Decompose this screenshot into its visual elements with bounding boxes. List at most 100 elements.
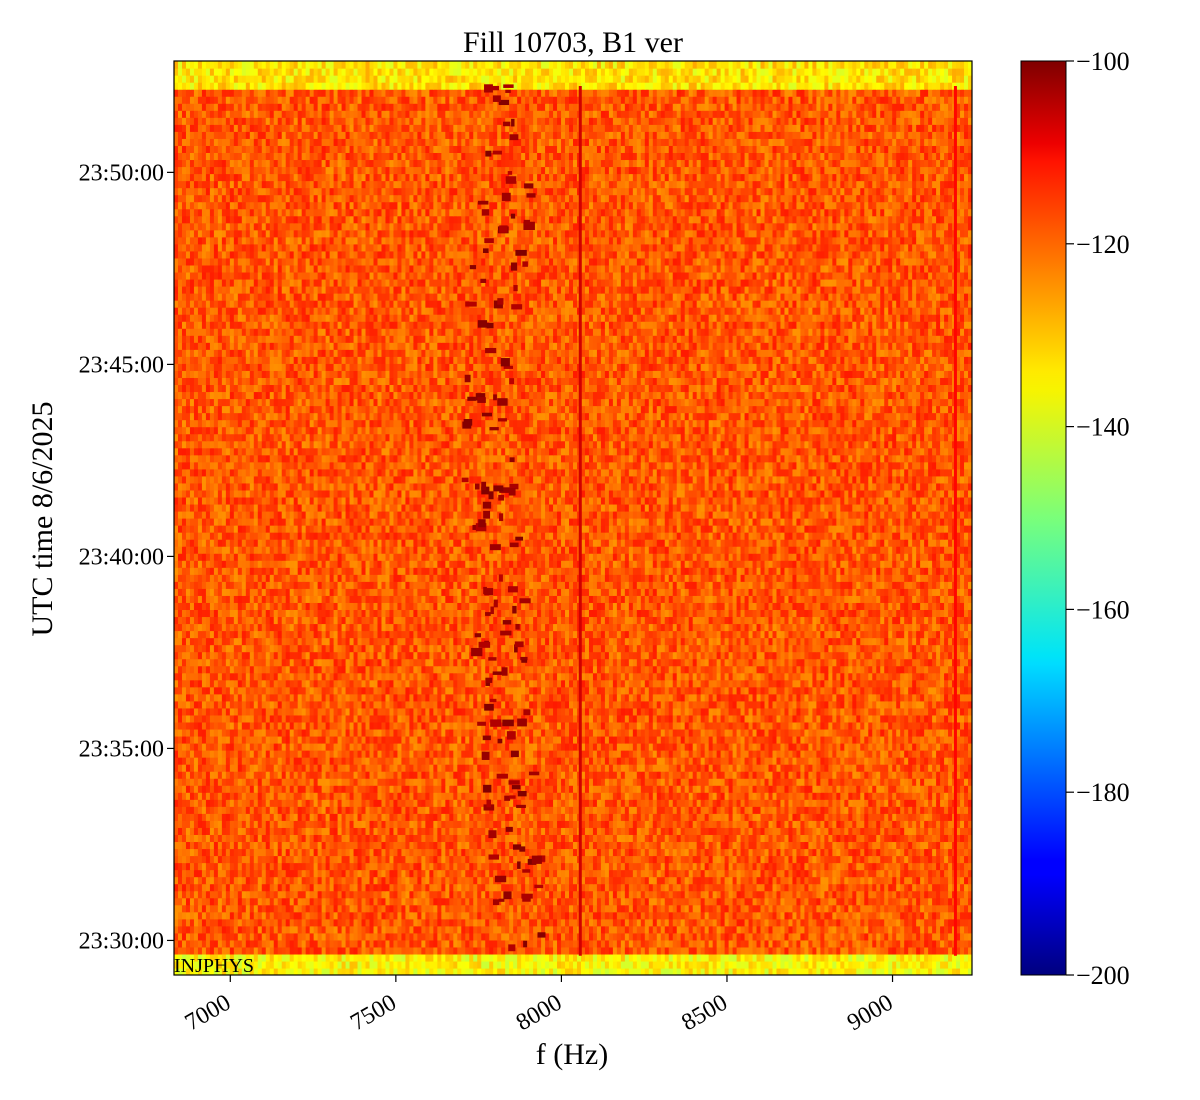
heatmap-cell xyxy=(421,926,426,934)
heatmap-cell xyxy=(824,848,829,856)
heatmap-cell xyxy=(589,820,594,828)
heatmap-cell xyxy=(589,933,594,941)
heatmap-cell xyxy=(318,841,323,849)
heatmap-cell xyxy=(262,827,267,835)
heatmap-cell xyxy=(896,933,901,941)
heatmap-cell xyxy=(182,834,187,842)
heatmap-cell xyxy=(852,799,857,807)
heatmap-cell xyxy=(705,799,710,807)
heatmap-cell xyxy=(334,834,339,842)
heatmap-cell xyxy=(828,863,833,871)
heatmap-cell xyxy=(717,863,722,871)
heatmap-cell xyxy=(469,884,474,892)
heatmap-cell xyxy=(800,926,805,934)
heatmap-cell xyxy=(318,940,323,948)
heatmap-cell xyxy=(701,912,706,920)
heatmap-cell xyxy=(226,863,231,871)
heatmap-cell xyxy=(725,919,730,927)
heatmap-cell xyxy=(649,877,654,885)
heatmap-cell xyxy=(904,806,909,814)
heatmap-cell xyxy=(358,806,363,814)
heatmap-cell xyxy=(776,905,781,913)
heatmap-cell xyxy=(342,834,347,842)
heatmap-cell xyxy=(769,834,774,842)
heatmap-cell xyxy=(469,961,474,969)
heatmap-cell xyxy=(828,954,833,962)
heatmap-cell xyxy=(745,820,750,828)
heatmap-cell xyxy=(362,912,367,920)
heatmap-cell xyxy=(194,919,199,927)
heatmap-cell xyxy=(330,954,335,962)
heatmap-cell xyxy=(541,848,546,856)
heatmap-cell xyxy=(354,834,359,842)
heatmap-cell xyxy=(908,919,913,927)
heatmap-cell xyxy=(585,848,590,856)
heatmap-cell xyxy=(342,870,347,878)
heatmap-cell xyxy=(677,863,682,871)
heatmap-cell xyxy=(437,919,442,927)
heatmap-cell xyxy=(792,891,797,899)
heatmap-cell xyxy=(677,827,682,835)
heatmap-cell xyxy=(844,806,849,814)
heatmap-cell xyxy=(689,954,694,962)
heatmap-cell xyxy=(629,848,634,856)
heatmap-cell xyxy=(457,799,462,807)
heatmap-cell xyxy=(545,820,550,828)
heatmap-cell xyxy=(541,940,546,948)
heatmap-cell xyxy=(202,898,207,906)
heatmap-cell xyxy=(342,961,347,969)
heatmap-cell xyxy=(573,877,578,885)
heatmap-cell xyxy=(477,926,482,934)
heatmap-cell xyxy=(872,884,877,892)
heatmap-cell xyxy=(852,870,857,878)
heatmap-cell xyxy=(597,891,602,899)
heatmap-cell xyxy=(230,898,235,906)
heatmap-cell xyxy=(908,827,913,835)
heatmap-cell xyxy=(645,863,650,871)
heatmap-cell xyxy=(721,841,726,849)
heatmap-cell xyxy=(936,926,941,934)
heatmap-cell xyxy=(832,926,837,934)
heatmap-cell xyxy=(362,799,367,807)
heatmap-cell xyxy=(346,898,351,906)
heatmap-cell xyxy=(202,870,207,878)
spectrogram-heatmap xyxy=(174,61,973,976)
heatmap-cell xyxy=(210,827,215,835)
heatmap-cell xyxy=(812,870,817,878)
heatmap-cell xyxy=(872,947,877,955)
heatmap-cell xyxy=(234,806,239,814)
heatmap-cell xyxy=(932,855,937,863)
heatmap-cell xyxy=(625,954,630,962)
heatmap-cell xyxy=(358,926,363,934)
heatmap-cell xyxy=(258,834,263,842)
heatmap-cell xyxy=(820,891,825,899)
heatmap-cell xyxy=(493,891,498,899)
heatmap-cell xyxy=(924,933,929,941)
heatmap-cell xyxy=(477,827,482,835)
heatmap-cell xyxy=(318,806,323,814)
heatmap-cell xyxy=(888,933,893,941)
heatmap-cell xyxy=(262,799,267,807)
heatmap-cell xyxy=(326,954,331,962)
heatmap-cell xyxy=(741,940,746,948)
heatmap-cell xyxy=(525,961,530,969)
heatmap-cell xyxy=(222,940,227,948)
heatmap-cell xyxy=(633,947,638,955)
heatmap-cell xyxy=(250,905,255,913)
heatmap-cell xyxy=(453,863,458,871)
heatmap-cell xyxy=(852,855,857,863)
heatmap-cell xyxy=(338,834,343,842)
heatmap-cell xyxy=(788,799,793,807)
heatmap-cell xyxy=(824,898,829,906)
heatmap-cell xyxy=(401,820,406,828)
heatmap-cell xyxy=(409,855,414,863)
heatmap-cell xyxy=(449,919,454,927)
heatmap-cell xyxy=(948,891,953,899)
heatmap-cell xyxy=(653,898,658,906)
heatmap-cell xyxy=(780,841,785,849)
heatmap-cell xyxy=(549,912,554,920)
heatmap-cell xyxy=(314,863,319,871)
heatmap-cell xyxy=(637,870,642,878)
heatmap-cell xyxy=(481,848,486,856)
heatmap-cell xyxy=(541,912,546,920)
